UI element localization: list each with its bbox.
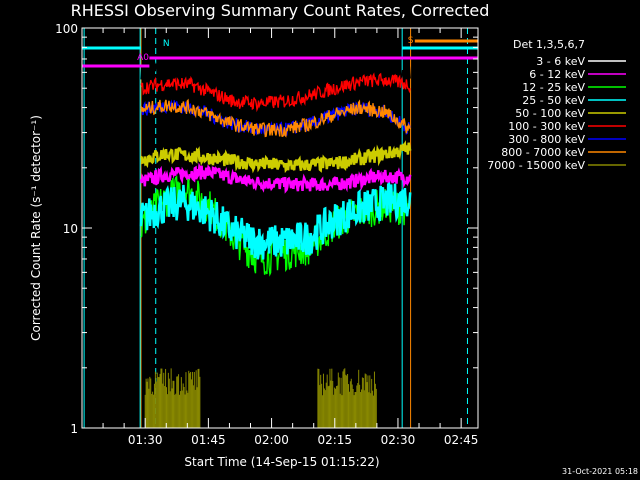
series-7 bbox=[140, 98, 411, 138]
x-tick-label: 02:45 bbox=[444, 433, 479, 447]
legend-entry-label: 12 - 25 keV bbox=[522, 81, 585, 94]
series-3 bbox=[139, 182, 412, 260]
y-axis-label: Corrected Count Rate (s⁻¹ detector⁻¹) bbox=[29, 115, 43, 341]
x-tick-label: 02:00 bbox=[254, 433, 289, 447]
legend-entry-label: 3 - 6 keV bbox=[536, 55, 585, 68]
x-tick-label: 02:15 bbox=[317, 433, 352, 447]
y-tick-label: 10 bbox=[63, 222, 78, 236]
legend-title: Det 1,3,5,6,7 bbox=[513, 38, 585, 51]
legend-entry-label: 25 - 50 keV bbox=[522, 94, 585, 107]
x-tick-label: 01:30 bbox=[128, 433, 163, 447]
series-0 bbox=[140, 60, 411, 80]
footer-date: 31-Oct-2021 05:18 bbox=[562, 467, 638, 476]
legend-entry-label: 7000 - 15000 keV bbox=[487, 159, 585, 172]
x-axis-label: Start Time (14-Sep-15 01:15:22) bbox=[184, 455, 379, 469]
series-8 bbox=[144, 368, 377, 428]
legend-entry-label: 100 - 300 keV bbox=[508, 120, 585, 133]
axes: 1 10 100 01:30 01:45 02:00 02:15 02:30 02:45 bbox=[55, 22, 479, 447]
flag-label: N bbox=[163, 39, 170, 49]
chart-title: RHESSI Observing Summary Count Rates, Co… bbox=[71, 1, 490, 20]
legend-entry-label: 6 - 12 keV bbox=[529, 68, 585, 81]
flag-label: A0 bbox=[137, 53, 149, 63]
flag-label: S bbox=[408, 36, 414, 46]
y-tick-label: 100 bbox=[55, 22, 78, 36]
series-5 bbox=[140, 72, 411, 113]
x-tick-label: 02:30 bbox=[381, 433, 416, 447]
legend-entry-label: 50 - 100 keV bbox=[515, 107, 585, 120]
x-tick-label: 01:45 bbox=[191, 433, 226, 447]
series-4 bbox=[139, 140, 412, 174]
y-tick-label: 1 bbox=[70, 422, 78, 436]
series-1 bbox=[139, 162, 412, 194]
plot-area: N A0 S bbox=[82, 28, 478, 428]
legend-entry-label: 300 - 800 keV bbox=[508, 133, 585, 146]
legend-entry-label: 800 - 7000 keV bbox=[501, 146, 585, 159]
